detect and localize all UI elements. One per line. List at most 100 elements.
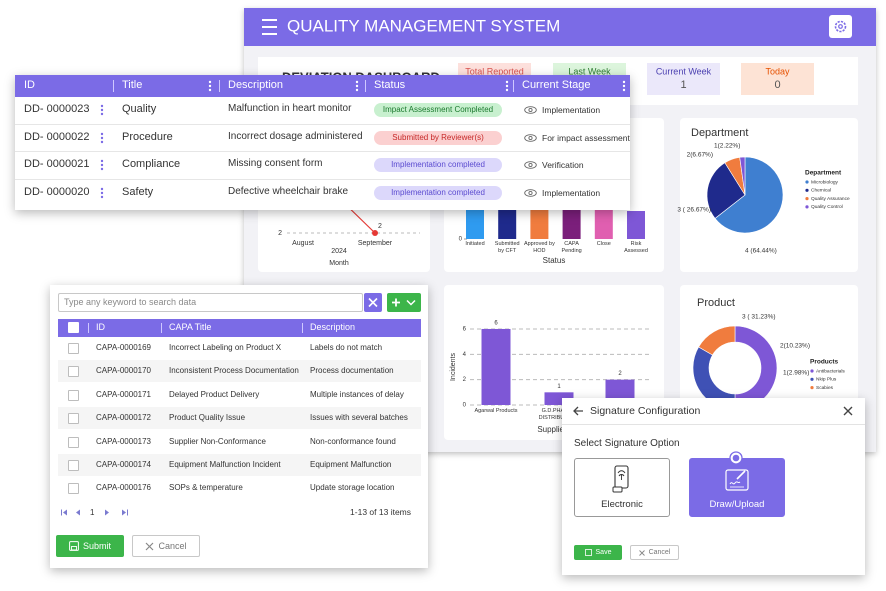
y-tick-label: 4	[463, 352, 467, 358]
dialog-prompt: Select Signature Option	[574, 438, 680, 449]
settings-button[interactable]	[829, 15, 852, 38]
column-header: Title	[122, 79, 143, 91]
y-axis-label: Incidents	[450, 352, 457, 381]
cell-description: Update storage location	[310, 483, 395, 493]
row-menu[interactable]	[100, 104, 104, 116]
legend-label: Scabies	[816, 385, 834, 391]
row-divider	[15, 123, 630, 125]
search-input[interactable]: Type any keyword to search data	[58, 293, 363, 312]
close-button[interactable]	[843, 406, 853, 416]
row-band	[58, 454, 421, 476]
y-tick-label: 2	[278, 230, 282, 237]
cell-id: DD- 0000021	[24, 158, 90, 171]
row-checkbox[interactable]	[68, 389, 79, 401]
cancel-button[interactable]: Cancel	[630, 545, 679, 560]
cancel-icon	[638, 549, 645, 556]
cell-title: Safety	[122, 186, 154, 199]
row-menu[interactable]	[100, 187, 104, 199]
save-button[interactable]: Save	[574, 545, 622, 560]
column-separator	[219, 80, 220, 92]
legend-label: Quality Assurance	[811, 196, 850, 202]
row-menu[interactable]	[100, 132, 104, 144]
x-tick-label: Submitted by CFT	[494, 241, 520, 254]
cell-id: DD- 0000023	[24, 103, 90, 115]
y-tick-label: 2	[463, 377, 467, 383]
column-separator	[113, 80, 114, 92]
row-divider	[15, 179, 630, 181]
column-menu[interactable]	[355, 80, 359, 92]
legend-swatch	[805, 180, 809, 184]
row-checkbox[interactable]	[68, 343, 79, 354]
column-header: ID	[96, 322, 105, 332]
cell-id: CAPA-0000174	[96, 460, 151, 469]
stat-label: Total Reported	[465, 66, 524, 76]
legend-label: Antibacterials	[816, 368, 845, 374]
data-label: 1	[557, 384, 561, 390]
pager-page[interactable]: 1	[90, 508, 95, 517]
data-label: 6	[494, 321, 498, 327]
bar	[627, 211, 645, 239]
cell-title: Equipment Malfunction Incident	[169, 460, 281, 469]
legend-label: Microbiology	[811, 179, 839, 185]
x-tick-label: September	[358, 240, 393, 247]
row-checkbox[interactable]	[68, 483, 79, 495]
cell-description: Process documentation	[310, 366, 394, 376]
signature-option[interactable]: Draw/Upload	[689, 458, 785, 517]
pager-first[interactable]	[61, 509, 68, 516]
cancel-icon	[146, 542, 154, 550]
cell-id: DD- 0000022	[24, 130, 90, 143]
stat-value: 1	[680, 79, 686, 91]
column-separator	[513, 80, 514, 92]
submit-label: Submit	[82, 541, 111, 551]
column-menu[interactable]	[505, 80, 509, 92]
cancel-label: Cancel	[158, 541, 187, 551]
cell-description: Defective wheelchair brake	[228, 186, 349, 198]
cell-id: CAPA-0000173	[96, 436, 151, 446]
status-pill: Implementation completed	[374, 186, 502, 201]
cell-description: Non-conformance found	[310, 436, 396, 446]
signature-option[interactable]: Electronic	[574, 458, 670, 517]
clear-button[interactable]	[364, 293, 382, 312]
legend-swatch	[805, 188, 809, 192]
cancel-label: Cancel	[648, 549, 671, 556]
pager-next[interactable]	[104, 509, 110, 516]
add-button[interactable]	[387, 293, 421, 312]
status-pill: Implementation completed	[374, 158, 502, 173]
row-menu[interactable]	[100, 159, 104, 171]
column-menu[interactable]	[622, 80, 626, 92]
row-checkbox[interactable]	[68, 366, 79, 378]
save-icon	[69, 541, 79, 551]
row-checkbox[interactable]	[68, 436, 79, 448]
slice-label: 3 ( 26.67%)	[677, 207, 711, 214]
legend-label: Quality Control	[811, 204, 843, 210]
cell-description: Issues with several batches	[310, 413, 408, 423]
column-menu[interactable]	[208, 80, 212, 92]
cell-id: CAPA-0000172	[96, 413, 151, 423]
cell-description: Labels do not match	[310, 343, 383, 352]
row-checkbox[interactable]	[68, 413, 79, 425]
cancel-button[interactable]: Cancel	[132, 535, 200, 557]
legend-swatch	[805, 197, 809, 201]
column-header: Description	[310, 322, 356, 332]
legend-swatch	[810, 386, 814, 390]
eye-icon	[524, 189, 537, 197]
cell-id: DD- 0000020	[24, 186, 90, 199]
x-tick-label: Close	[596, 241, 611, 247]
submit-button[interactable]: Submit	[56, 535, 124, 557]
back-button[interactable]	[573, 406, 584, 416]
data-label: 2	[378, 223, 382, 230]
eye-icon	[524, 161, 537, 170]
cell-title: Supplier Non-Conformance	[169, 436, 266, 446]
table-header: ID Title Description Status Current Stage	[15, 75, 630, 97]
x-tick-label: Agarwal Products	[474, 408, 518, 414]
pager-prev[interactable]	[75, 509, 81, 516]
header-checkbox[interactable]	[68, 322, 79, 333]
deviation-table: ID Title Description Status Current Stage DD-…	[15, 75, 630, 210]
column-header: ID	[24, 79, 35, 91]
row-checkbox[interactable]	[68, 460, 79, 471]
pager-last[interactable]	[121, 509, 128, 516]
cell-stage: Verification	[542, 160, 584, 171]
cell-stage: Implementation	[542, 105, 601, 115]
stat-card	[741, 63, 814, 95]
